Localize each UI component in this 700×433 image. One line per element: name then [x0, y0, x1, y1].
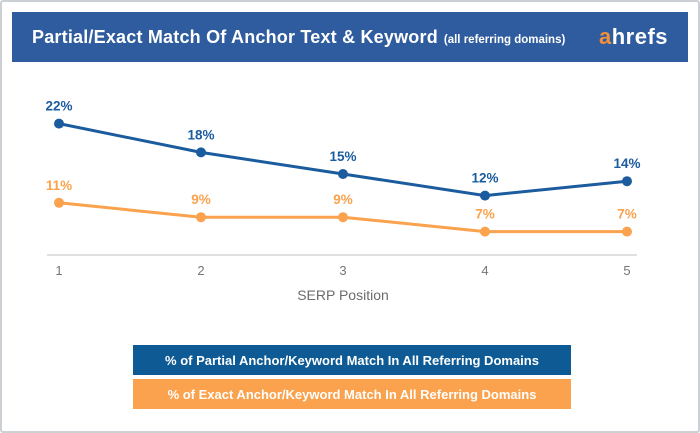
data-point [54, 197, 64, 208]
data-point-label: 12% [471, 171, 498, 186]
title-wrap: Partial/Exact Match Of Anchor Text & Key… [32, 27, 599, 48]
data-point [54, 118, 64, 129]
data-point-label: 18% [187, 127, 214, 142]
header-bar: Partial/Exact Match Of Anchor Text & Key… [12, 12, 688, 62]
data-point [338, 169, 348, 179]
legend-item-exact: % of Exact Anchor/Keyword Match In All R… [133, 379, 571, 409]
x-tick-label: 5 [623, 263, 630, 278]
data-point [196, 212, 206, 223]
chart-svg: 1 2 3 4 5 SERP Position 22% 18% 15% 12% 14% 11% 9% 9%… [45, 99, 640, 303]
data-point-label: 22% [45, 99, 72, 114]
data-point-label: 11% [46, 178, 72, 193]
data-point [338, 212, 348, 223]
x-axis-title: SERP Position [297, 287, 389, 303]
data-point [622, 226, 632, 237]
legend-item-partial: % of Partial Anchor/Keyword Match In All… [133, 345, 571, 375]
data-point-label: 15% [329, 149, 356, 164]
ahrefs-logo: ahrefs [599, 24, 668, 50]
legend-item-partial-label: % of Partial Anchor/Keyword Match In All… [165, 352, 539, 368]
x-tick-label: 3 [339, 263, 346, 278]
data-point-label: 7% [475, 207, 495, 222]
legend-item-exact-label: % of Exact Anchor/Keyword Match In All R… [167, 386, 537, 402]
page-subtitle: (all referring domains) [443, 33, 566, 46]
data-point-label: 9% [191, 192, 211, 207]
data-point-label: 14% [613, 156, 640, 171]
data-point-label: 7% [617, 207, 637, 222]
data-point [480, 226, 490, 237]
data-point [196, 147, 206, 158]
ahrefs-logo-rest: hrefs [611, 24, 668, 49]
x-tick-label: 1 [55, 263, 62, 278]
page-title: Partial/Exact Match Of Anchor Text & Key… [32, 26, 438, 47]
data-point-label: 9% [333, 192, 353, 207]
data-point [480, 190, 490, 201]
x-tick-label: 4 [481, 263, 488, 278]
x-tick-label: 2 [197, 263, 204, 278]
chart-legend: % of Partial Anchor/Keyword Match In All… [133, 345, 571, 409]
data-point [622, 176, 632, 187]
ahrefs-logo-accent: a [598, 24, 612, 49]
